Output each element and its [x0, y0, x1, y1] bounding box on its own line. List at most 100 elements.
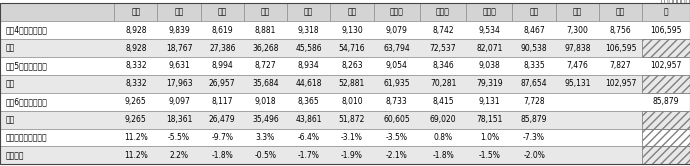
Bar: [0, 128, 690, 146]
Bar: [0, 75, 690, 93]
Text: -1.9%: -1.9%: [341, 151, 363, 160]
Text: ３月: ３月: [616, 8, 625, 17]
Text: 8,415: 8,415: [432, 97, 454, 106]
Text: 累計: 累計: [6, 115, 15, 124]
Text: （単位：トン）: （単位：トン）: [660, 0, 690, 3]
Text: 69,020: 69,020: [430, 115, 456, 124]
Text: 8,365: 8,365: [298, 97, 319, 106]
Bar: [599, 3, 642, 21]
Bar: [0, 146, 690, 164]
Text: 令和4年度（各月）: 令和4年度（各月）: [6, 26, 48, 35]
Text: 8,346: 8,346: [432, 61, 454, 70]
Text: -6.4%: -6.4%: [297, 133, 319, 142]
Bar: [466, 3, 513, 21]
Text: 8,742: 8,742: [432, 26, 454, 35]
Text: 9,038: 9,038: [478, 61, 500, 70]
Bar: [642, 111, 690, 128]
Bar: [642, 39, 690, 57]
Text: 8,733: 8,733: [386, 97, 408, 106]
Text: -3.5%: -3.5%: [386, 133, 408, 142]
Text: 54,716: 54,716: [339, 43, 365, 53]
Text: -9.7%: -9.7%: [211, 133, 233, 142]
Bar: [642, 39, 690, 57]
Text: 27,386: 27,386: [209, 43, 235, 53]
Text: 45,586: 45,586: [295, 43, 322, 53]
Text: -3.1%: -3.1%: [341, 133, 363, 142]
Bar: [115, 3, 157, 21]
Bar: [642, 146, 690, 164]
Text: 85,879: 85,879: [521, 115, 547, 124]
Text: 8,928: 8,928: [125, 43, 146, 53]
Text: 18,767: 18,767: [166, 43, 193, 53]
Bar: [0, 57, 690, 75]
Text: 35,684: 35,684: [252, 79, 279, 88]
Text: 7,827: 7,827: [610, 61, 631, 70]
Text: 令和6年度（各月）: 令和6年度（各月）: [6, 97, 48, 106]
Text: ９月: ９月: [347, 8, 357, 17]
Text: 8,332: 8,332: [125, 79, 147, 88]
Text: 8,117: 8,117: [212, 97, 233, 106]
Text: ２月: ２月: [573, 8, 582, 17]
Bar: [642, 75, 690, 93]
Text: -5.5%: -5.5%: [168, 133, 190, 142]
Bar: [420, 3, 466, 21]
Text: 17,963: 17,963: [166, 79, 193, 88]
Text: 累計: 累計: [6, 43, 15, 53]
Text: 2.2%: 2.2%: [170, 151, 188, 160]
Bar: [331, 3, 373, 21]
Text: 102,957: 102,957: [605, 79, 636, 88]
Text: 78,151: 78,151: [476, 115, 502, 124]
Text: 52,881: 52,881: [339, 79, 365, 88]
Text: 1.0%: 1.0%: [480, 133, 499, 142]
Text: ５月: ５月: [175, 8, 184, 17]
Text: 26,479: 26,479: [209, 115, 235, 124]
Text: 9,631: 9,631: [168, 61, 190, 70]
Text: 106,595: 106,595: [650, 26, 682, 35]
Text: 7,300: 7,300: [566, 26, 589, 35]
Text: 72,537: 72,537: [430, 43, 456, 53]
Text: 63,794: 63,794: [384, 43, 410, 53]
Bar: [642, 146, 690, 164]
Text: 44,618: 44,618: [295, 79, 322, 88]
Text: 8,332: 8,332: [125, 61, 147, 70]
Bar: [642, 128, 690, 146]
Text: 102,957: 102,957: [651, 61, 682, 70]
Bar: [0, 3, 115, 21]
Text: -0.5%: -0.5%: [255, 151, 277, 160]
Text: ６月: ６月: [217, 8, 227, 17]
Text: 8,010: 8,010: [341, 97, 363, 106]
Text: 0.8%: 0.8%: [433, 133, 453, 142]
Text: １１月: １１月: [436, 8, 450, 17]
Text: 累計: 累計: [6, 79, 15, 88]
Text: 令和5年度（各月）: 令和5年度（各月）: [6, 61, 48, 70]
Bar: [0, 39, 690, 57]
Text: 9,097: 9,097: [168, 97, 190, 106]
Text: -2.0%: -2.0%: [523, 151, 545, 160]
Bar: [287, 3, 331, 21]
Text: 95,131: 95,131: [564, 79, 591, 88]
Text: 90,538: 90,538: [521, 43, 547, 53]
Text: 61,935: 61,935: [384, 79, 410, 88]
Bar: [642, 75, 690, 93]
Text: 9,130: 9,130: [341, 26, 363, 35]
Text: １月: １月: [529, 8, 539, 17]
Bar: [642, 111, 690, 128]
Text: 8,263: 8,263: [341, 61, 363, 70]
Text: 9,839: 9,839: [168, 26, 190, 35]
Text: 8,934: 8,934: [298, 61, 319, 70]
Text: 8,467: 8,467: [523, 26, 545, 35]
Bar: [642, 128, 690, 146]
Bar: [373, 3, 420, 21]
Text: 36,268: 36,268: [253, 43, 279, 53]
Bar: [201, 3, 244, 21]
Text: 8,881: 8,881: [255, 26, 276, 35]
Text: 43,861: 43,861: [295, 115, 322, 124]
Text: 60,605: 60,605: [384, 115, 410, 124]
Text: 11.2%: 11.2%: [124, 151, 148, 160]
Bar: [0, 93, 690, 111]
Text: 26,957: 26,957: [209, 79, 235, 88]
Text: 87,654: 87,654: [521, 79, 547, 88]
Text: 9,079: 9,079: [386, 26, 408, 35]
Text: ４月: ４月: [131, 8, 141, 17]
Text: -1.8%: -1.8%: [432, 151, 454, 160]
